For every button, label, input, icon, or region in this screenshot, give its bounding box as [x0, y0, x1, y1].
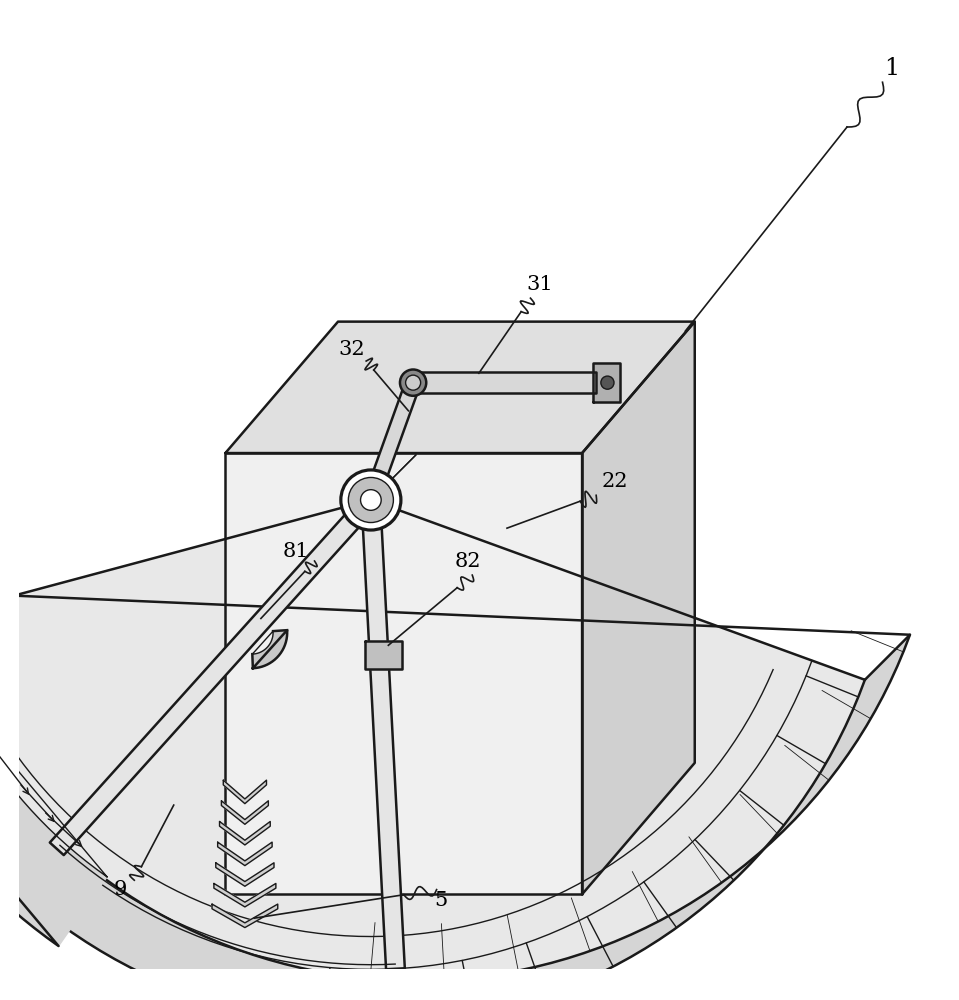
Polygon shape: [0, 500, 865, 1000]
Polygon shape: [225, 453, 582, 894]
Polygon shape: [0, 694, 107, 946]
Circle shape: [361, 490, 381, 510]
Text: 22: 22: [601, 472, 628, 491]
Text: 32: 32: [339, 340, 365, 359]
Circle shape: [348, 477, 393, 523]
Polygon shape: [222, 801, 269, 824]
Polygon shape: [225, 322, 694, 453]
Polygon shape: [363, 380, 420, 503]
Text: 9: 9: [113, 880, 127, 899]
Polygon shape: [212, 904, 278, 928]
Polygon shape: [218, 842, 272, 866]
Polygon shape: [214, 883, 276, 907]
Polygon shape: [223, 780, 267, 804]
Polygon shape: [582, 322, 694, 894]
Polygon shape: [216, 863, 274, 886]
Polygon shape: [413, 372, 596, 393]
Polygon shape: [50, 494, 378, 855]
Circle shape: [400, 370, 426, 396]
Circle shape: [406, 375, 421, 390]
Polygon shape: [364, 641, 402, 669]
Circle shape: [340, 470, 401, 530]
Text: 31: 31: [526, 275, 553, 294]
Polygon shape: [252, 630, 287, 668]
Circle shape: [601, 376, 614, 389]
Text: 81: 81: [283, 542, 309, 561]
Polygon shape: [594, 363, 620, 402]
Polygon shape: [362, 500, 405, 969]
Text: 82: 82: [455, 552, 480, 571]
Polygon shape: [0, 591, 910, 1000]
Text: 1: 1: [884, 57, 900, 80]
Polygon shape: [220, 821, 270, 845]
Text: 5: 5: [434, 891, 448, 910]
